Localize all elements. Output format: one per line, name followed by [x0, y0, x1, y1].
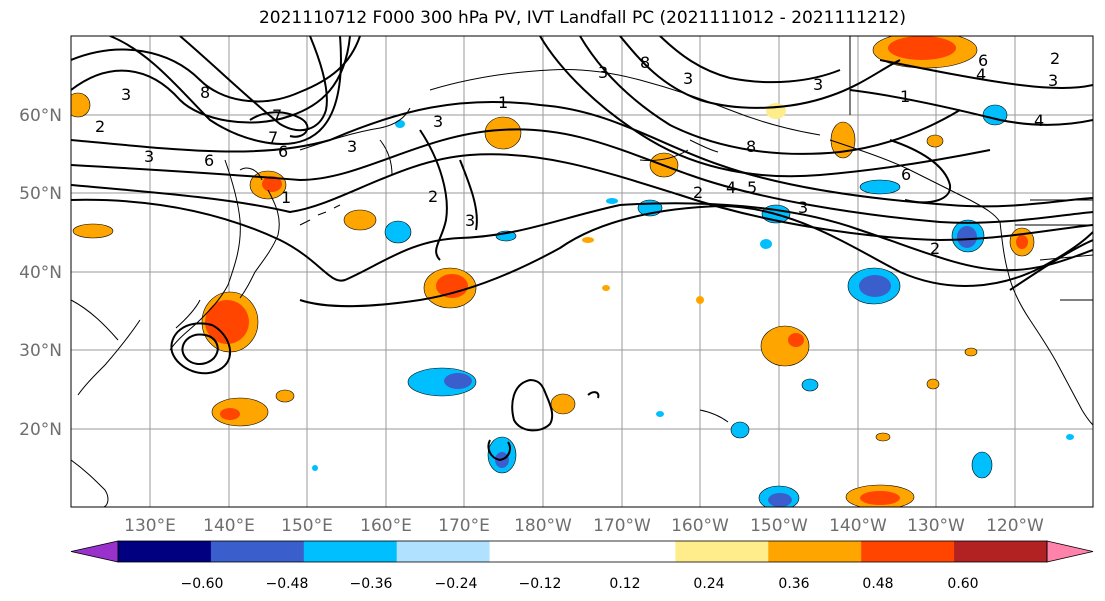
colorbar-segment: [861, 541, 955, 562]
svg-text:7: 7: [268, 128, 278, 147]
svg-text:8: 8: [640, 53, 650, 72]
svg-text:1: 1: [900, 87, 910, 106]
colorbar-segment: [210, 541, 305, 562]
svg-text:6: 6: [204, 151, 214, 170]
svg-text:150°E: 150°E: [281, 516, 333, 536]
colorbar-segment: [954, 541, 1048, 562]
svg-text:5: 5: [747, 178, 757, 197]
svg-text:170°W: 170°W: [593, 516, 651, 536]
svg-text:−0.60: −0.60: [181, 576, 224, 592]
svg-text:40°N: 40°N: [19, 263, 62, 283]
coastlines: [71, 36, 1093, 507]
svg-text:140°W: 140°W: [829, 516, 887, 536]
svg-text:3: 3: [347, 137, 357, 156]
svg-text:4: 4: [976, 65, 986, 84]
svg-text:170°E: 170°E: [438, 516, 490, 536]
negative-anomaly-fields: [312, 104, 1074, 507]
svg-text:−0.24: −0.24: [435, 576, 478, 592]
svg-text:2: 2: [1050, 49, 1060, 68]
pv-contours: [71, 36, 1093, 462]
svg-text:3: 3: [465, 211, 475, 230]
longitude-labels: 130°E 140°E 150°E 160°E 170°E 180°W 170°…: [124, 516, 1044, 536]
colorbar-segment: [582, 541, 676, 562]
svg-text:140°E: 140°E: [203, 516, 255, 536]
svg-text:180°W: 180°W: [514, 516, 572, 536]
svg-text:1: 1: [281, 188, 291, 207]
svg-text:4: 4: [1034, 111, 1044, 130]
svg-text:160°E: 160°E: [360, 516, 412, 536]
latitude-labels: 60°N 50°N 40°N 30°N 20°N: [19, 106, 62, 440]
positive-anomaly-fields: [71, 36, 1035, 507]
svg-text:0.12: 0.12: [609, 576, 640, 592]
svg-text:−0.36: −0.36: [350, 576, 393, 592]
svg-text:2: 2: [95, 117, 105, 136]
colorbar-segment: [768, 541, 862, 562]
colorbar-segment: [675, 541, 769, 562]
colorbar-extend-max: [1046, 540, 1094, 563]
svg-text:20°N: 20°N: [19, 420, 62, 440]
svg-text:3: 3: [683, 69, 693, 88]
svg-text:6: 6: [901, 165, 911, 184]
svg-text:30°N: 30°N: [19, 341, 62, 361]
svg-text:3: 3: [121, 85, 131, 104]
svg-text:2: 2: [930, 239, 940, 258]
svg-text:130°E: 130°E: [124, 516, 176, 536]
svg-text:2: 2: [428, 187, 438, 206]
svg-text:6: 6: [278, 142, 288, 161]
svg-text:160°W: 160°W: [671, 516, 729, 536]
svg-text:6: 6: [978, 51, 988, 70]
colorbar: [70, 540, 1094, 563]
svg-text:8: 8: [746, 137, 756, 156]
colorbar-segment: [303, 541, 398, 562]
colorbar-segment: [489, 541, 583, 562]
svg-text:60°N: 60°N: [19, 106, 62, 126]
map-frame: [70, 35, 1094, 508]
colorbar-frame: [117, 540, 1048, 563]
svg-text:0.60: 0.60: [947, 576, 978, 592]
svg-text:120°W: 120°W: [986, 516, 1044, 536]
svg-text:3: 3: [433, 112, 443, 131]
map-title: 2021110712 F000 300 hPa PV, IVT Landfall…: [258, 8, 906, 28]
svg-text:8: 8: [200, 83, 210, 102]
svg-text:−0.48: −0.48: [266, 576, 309, 592]
svg-text:3: 3: [798, 198, 808, 217]
colorbar-tick-labels: −0.60 −0.48 −0.36 −0.24 −0.12 0.12 0.24 …: [181, 576, 979, 592]
svg-text:7: 7: [272, 106, 282, 125]
colorbar-extend-min: [70, 540, 119, 563]
svg-text:4: 4: [726, 178, 736, 197]
svg-text:3: 3: [144, 147, 154, 166]
svg-text:150°W: 150°W: [750, 516, 808, 536]
svg-text:0.24: 0.24: [693, 576, 724, 592]
svg-text:−0.12: −0.12: [519, 576, 562, 592]
svg-text:130°W: 130°W: [907, 516, 965, 536]
colorbar-segment: [396, 541, 491, 562]
svg-text:3: 3: [813, 75, 823, 94]
svg-text:0.48: 0.48: [862, 576, 893, 592]
svg-text:1: 1: [498, 93, 508, 112]
svg-text:0.36: 0.36: [778, 576, 809, 592]
svg-text:2: 2: [693, 183, 703, 202]
svg-text:50°N: 50°N: [19, 184, 62, 204]
svg-text:3: 3: [1048, 71, 1058, 90]
contour-labels: 8 2 3 7 6 3 1 3 2 3 8 3 1 3 6 4 3 2 4 5 …: [95, 49, 1060, 258]
graticule: [71, 36, 1093, 507]
svg-text:3: 3: [598, 63, 608, 82]
colorbar-segment: [118, 541, 212, 562]
